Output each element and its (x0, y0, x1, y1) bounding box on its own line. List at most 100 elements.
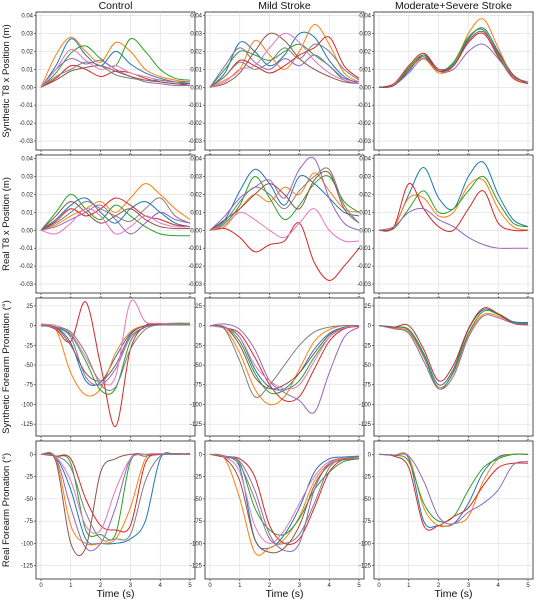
y-tick-label: 0 (199, 324, 203, 330)
series-line (378, 207, 528, 249)
y-tick-label: 0.01 (190, 210, 202, 216)
y-tick-label: 0.01 (359, 210, 371, 216)
y-tick-label: 25 (26, 304, 33, 310)
y-tick-label: -0.01 (188, 103, 202, 109)
series-line (209, 47, 360, 88)
y-tick-label: -100 (359, 402, 372, 408)
series-line (40, 208, 191, 235)
series-line (209, 324, 360, 406)
y-tick-label: 0 (30, 452, 34, 458)
panel: 0.040.030.020.010.00-0.01-0.02-0.0301234… (19, 154, 196, 303)
series-line (378, 43, 529, 88)
y-tick-label: 0.03 (21, 32, 33, 38)
y-tick-label: -75 (24, 519, 33, 525)
series-line (40, 61, 191, 88)
series-line (40, 453, 191, 542)
row-ylabel: Real T8 x Position (m) (1, 177, 12, 271)
row-ylabel: Real Forearm Pronation (°) (1, 453, 12, 567)
series-line (40, 323, 190, 391)
y-tick-label: 0.03 (359, 32, 371, 38)
x-tick-label: 5 (357, 583, 361, 589)
series-line (378, 178, 529, 231)
panels: 0.04 0.03 0.02 0.01 0.00 -0.01 -0.02 -0.03 0 1 2 3 4… (19, 11, 534, 589)
panel-frame (204, 154, 365, 294)
panel-frame (373, 297, 534, 437)
y-tick-label: -25 (362, 343, 371, 349)
series-line (209, 324, 360, 390)
series-line (378, 314, 529, 390)
y-tick-label: -0.01 (19, 103, 33, 109)
y-tick-label: 0.02 (190, 192, 202, 198)
y-tick-label: 0.04 (359, 14, 371, 20)
y-tick-label: -75 (24, 383, 33, 389)
panel: 0.040.030.020.010.00-0.01-0.02-0.0301234… (188, 154, 365, 303)
y-tick-label: -0.02 (19, 264, 33, 270)
y-tick-label: 0.04 (359, 157, 371, 163)
series-line (209, 453, 360, 544)
row-ylabel: Synthetic T8 x Position (m) (1, 24, 12, 137)
y-tick-label: 0.04 (21, 157, 33, 163)
y-tick-label: 25 (195, 304, 202, 310)
y-tick-label: 0.00 (190, 85, 202, 91)
y-tick-label: 0.01 (359, 67, 371, 73)
y-tick-label: -0.01 (188, 246, 202, 252)
x-axis-label: Time (s) (96, 588, 134, 600)
y-tick-label: -100 (359, 541, 372, 547)
y-tick-label: -125 (190, 564, 203, 570)
x-tick-label: 0 (39, 583, 43, 589)
series-line (209, 325, 360, 403)
y-tick-label: -75 (362, 519, 371, 525)
series-line (40, 197, 191, 231)
y-tick-label: 0 (368, 324, 372, 330)
x-tick-label: 3 (129, 583, 133, 589)
y-tick-label: -0.01 (357, 246, 371, 252)
series-line (378, 307, 529, 382)
column-titles: Control Mild Stroke Moderate+Severe Stroke (99, 0, 513, 12)
panel-frame (373, 154, 534, 294)
y-tick-label: -0.03 (357, 139, 371, 145)
y-tick-label: 0.02 (359, 192, 371, 198)
y-tick-label: -100 (21, 402, 34, 408)
y-tick-label: -25 (362, 475, 371, 481)
series-line (209, 168, 360, 231)
column-title: Moderate+Severe Stroke (395, 0, 512, 12)
panel: 0.040.030.020.010.00-0.01-0.02-0.0301234… (357, 154, 534, 303)
y-tick-label: -125 (359, 564, 372, 570)
panel-frame (204, 297, 365, 437)
x-tick-label: 2 (268, 583, 272, 589)
y-tick-label: 0 (199, 452, 203, 458)
y-tick-label: 0.02 (21, 192, 33, 198)
y-tick-label: -0.02 (357, 264, 371, 270)
panel: 0 -25 -50 -75 -100 -125 0 1 2 3 4 5 (190, 440, 365, 589)
y-tick-label: 0.03 (21, 175, 33, 181)
x-tick-label: 1 (69, 583, 73, 589)
y-tick-label: -50 (193, 363, 202, 369)
x-axis-label: Time (s) (434, 588, 472, 600)
y-tick-label: 0.01 (190, 67, 202, 73)
series-line (209, 32, 360, 88)
y-tick-label: -50 (362, 497, 371, 503)
series-line (40, 36, 191, 88)
series-line (209, 453, 360, 554)
y-tick-label: -0.01 (19, 246, 33, 252)
y-tick-label: -100 (190, 402, 203, 408)
column-title: Mild Stroke (258, 0, 311, 12)
y-tick-label: -0.03 (188, 139, 202, 145)
series-line (209, 453, 360, 556)
y-tick-label: -25 (24, 475, 33, 481)
series-line (209, 208, 360, 243)
series-line (378, 453, 529, 525)
series-line (209, 172, 360, 231)
series-line (209, 24, 360, 88)
y-tick-label: 0 (30, 324, 34, 330)
series-line (378, 175, 529, 232)
x-tick-label: 3 (467, 583, 471, 589)
series-line (209, 32, 360, 88)
y-tick-label: 0.01 (21, 67, 33, 73)
y-tick-label: -50 (362, 363, 371, 369)
x-tick-label: 3 (298, 583, 302, 589)
x-tick-label: 1 (238, 583, 242, 589)
y-tick-label: 0.00 (21, 228, 33, 234)
